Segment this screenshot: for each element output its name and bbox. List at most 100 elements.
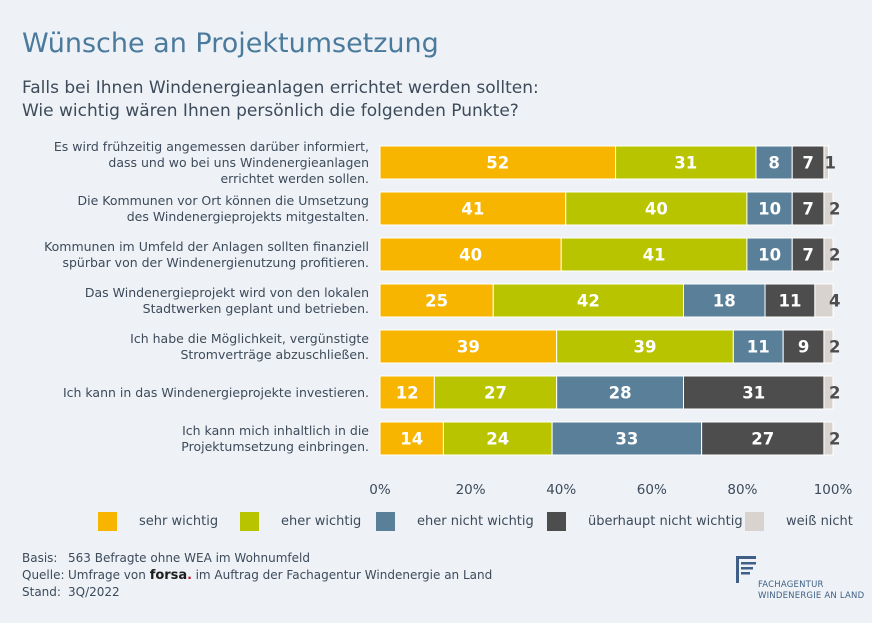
bar-segment <box>615 145 757 180</box>
legend-label: sehr wichtig <box>139 513 219 529</box>
bar-segment <box>492 283 685 318</box>
source-suffix: im Auftrag der Fachagentur Windenergie a… <box>195 568 493 582</box>
bar-segment <box>823 329 834 364</box>
category-label: Es wird frühzeitig angemessen darüber in… <box>54 139 369 186</box>
bar-data-label: 40 <box>645 200 668 219</box>
legend-item: sehr wichtig <box>98 506 218 536</box>
legend-swatch <box>376 511 395 531</box>
bar-data-label: 7 <box>802 154 813 173</box>
x-tick-label: 100% <box>814 482 853 498</box>
bar-segment <box>732 329 784 364</box>
legend-label: überhaupt nicht wichtig <box>588 513 743 529</box>
footer-basis: Basis: 563 Befragte ohne WEA im Wohnumfe… <box>22 550 492 567</box>
bar-segment <box>379 375 435 410</box>
bar-data-label: 2 <box>829 246 840 265</box>
bar-segment <box>379 283 494 318</box>
x-tick-label: 0% <box>369 482 391 498</box>
bar-segment <box>823 191 834 226</box>
bar-data-label: 11 <box>778 292 801 311</box>
legend-item: eher nicht wichtig <box>376 506 534 536</box>
category-label: Kommunen im Umfeld der Anlagen sollten f… <box>44 239 369 270</box>
bar-segment <box>814 283 834 318</box>
source-label: Quelle: <box>22 568 65 582</box>
bar-segment <box>683 283 766 318</box>
bar-data-label: 7 <box>802 200 813 219</box>
chart-legend: sehr wichtig eher wichtig eher nicht wicht… <box>0 506 872 536</box>
logo-icon <box>736 556 756 583</box>
bar-data-label: 4 <box>829 292 840 311</box>
bar-segment <box>823 145 829 180</box>
bar-segment <box>379 237 562 272</box>
bar-segment <box>379 329 558 364</box>
bar-segment <box>823 237 834 272</box>
bar-segment <box>764 283 816 318</box>
basis-label: Basis: <box>22 551 58 565</box>
bar-segment <box>556 375 685 410</box>
bar-data-label: 39 <box>634 338 657 357</box>
bar-segment <box>791 237 825 272</box>
bar-data-label: 42 <box>577 292 600 311</box>
bar-segment <box>701 421 825 456</box>
bar-data-label: 25 <box>425 292 448 311</box>
bar-segment <box>379 145 617 180</box>
bar-segment <box>823 421 834 456</box>
legend-label: weiß nicht <box>786 513 853 529</box>
bar-data-label: 52 <box>486 154 509 173</box>
footer: Basis: 563 Befragte ohne WEA im Wohnumfe… <box>22 550 492 601</box>
category-label: Ich kann in das Windenergieprojekte inve… <box>63 385 369 400</box>
bar-data-label: 28 <box>609 384 632 403</box>
chart-title: Wünsche an Projektumsetzung <box>22 28 439 59</box>
category-label: Die Kommunen vor Ort können die Umsetzun… <box>78 193 370 224</box>
bar-data-label: 2 <box>829 338 840 357</box>
chart-subtitle-line-1: Falls bei Ihnen Windenergieanlagen erric… <box>22 78 539 98</box>
logo-line-1: FACHAGENTUR <box>758 580 824 590</box>
legend-label: eher wichtig <box>281 513 362 529</box>
bar-data-label: 10 <box>758 246 781 265</box>
bar-segment <box>556 329 734 364</box>
bar-data-label: 9 <box>798 338 809 357</box>
bar-segment <box>755 145 793 180</box>
legend-swatch <box>98 511 117 531</box>
legend-item: eher wichtig <box>240 506 361 536</box>
bar-data-label: 33 <box>615 430 638 449</box>
legend-swatch <box>547 511 566 531</box>
bar-data-label: 2 <box>829 200 840 219</box>
bar-segment <box>746 237 793 272</box>
x-tick-label: 80% <box>727 482 757 498</box>
bar-data-label: 1 <box>824 154 835 173</box>
fachagentur-logo: FACHAGENTUR WINDENERGIE AN LAND <box>736 556 864 606</box>
category-label: Ich habe die Möglichkeit, vergünstigte St… <box>130 331 369 362</box>
bar-data-label: 7 <box>802 246 813 265</box>
legend-label: eher nicht wichtig <box>417 513 534 529</box>
x-tick-label: 60% <box>637 482 667 498</box>
bar-segment <box>565 191 748 226</box>
forsa-brand-dot: . <box>187 568 192 582</box>
bar-data-label: 31 <box>742 384 765 403</box>
basis-value: 563 Befragte ohne WEA im Wohnumfeld <box>68 551 310 565</box>
bar-data-label: 8 <box>768 154 779 173</box>
bar-data-label: 27 <box>751 430 774 449</box>
x-tick-label: 20% <box>456 482 486 498</box>
bar-segment <box>379 421 444 456</box>
bar-data-label: 12 <box>396 384 419 403</box>
legend-swatch <box>745 511 764 531</box>
date-value: 3Q/2022 <box>68 585 120 599</box>
category-label: Das Windenergieprojekt wird von den loka… <box>85 285 369 316</box>
bar-data-label: 31 <box>674 154 697 173</box>
x-tick-label: 40% <box>546 482 576 498</box>
bar-data-label: 40 <box>459 246 482 265</box>
bar-data-label: 24 <box>486 430 509 449</box>
date-label: Stand: <box>22 585 61 599</box>
legend-item: weiß nicht <box>745 506 853 536</box>
bar-data-label: 39 <box>457 338 480 357</box>
bar-segment <box>791 191 825 226</box>
bar-data-label: 18 <box>713 292 736 311</box>
source-prefix: Umfrage von <box>68 568 146 582</box>
legend-item: überhaupt nicht wichtig <box>547 506 743 536</box>
footer-source: Quelle: Umfrage von forsa. im Auftrag de… <box>22 567 492 584</box>
bar-segment <box>442 421 553 456</box>
bar-data-label: 14 <box>400 430 423 449</box>
forsa-brand: forsa <box>149 568 188 583</box>
bar-data-label: 41 <box>643 246 666 265</box>
logo-line-2: WINDENERGIE AN LAND <box>758 591 865 601</box>
